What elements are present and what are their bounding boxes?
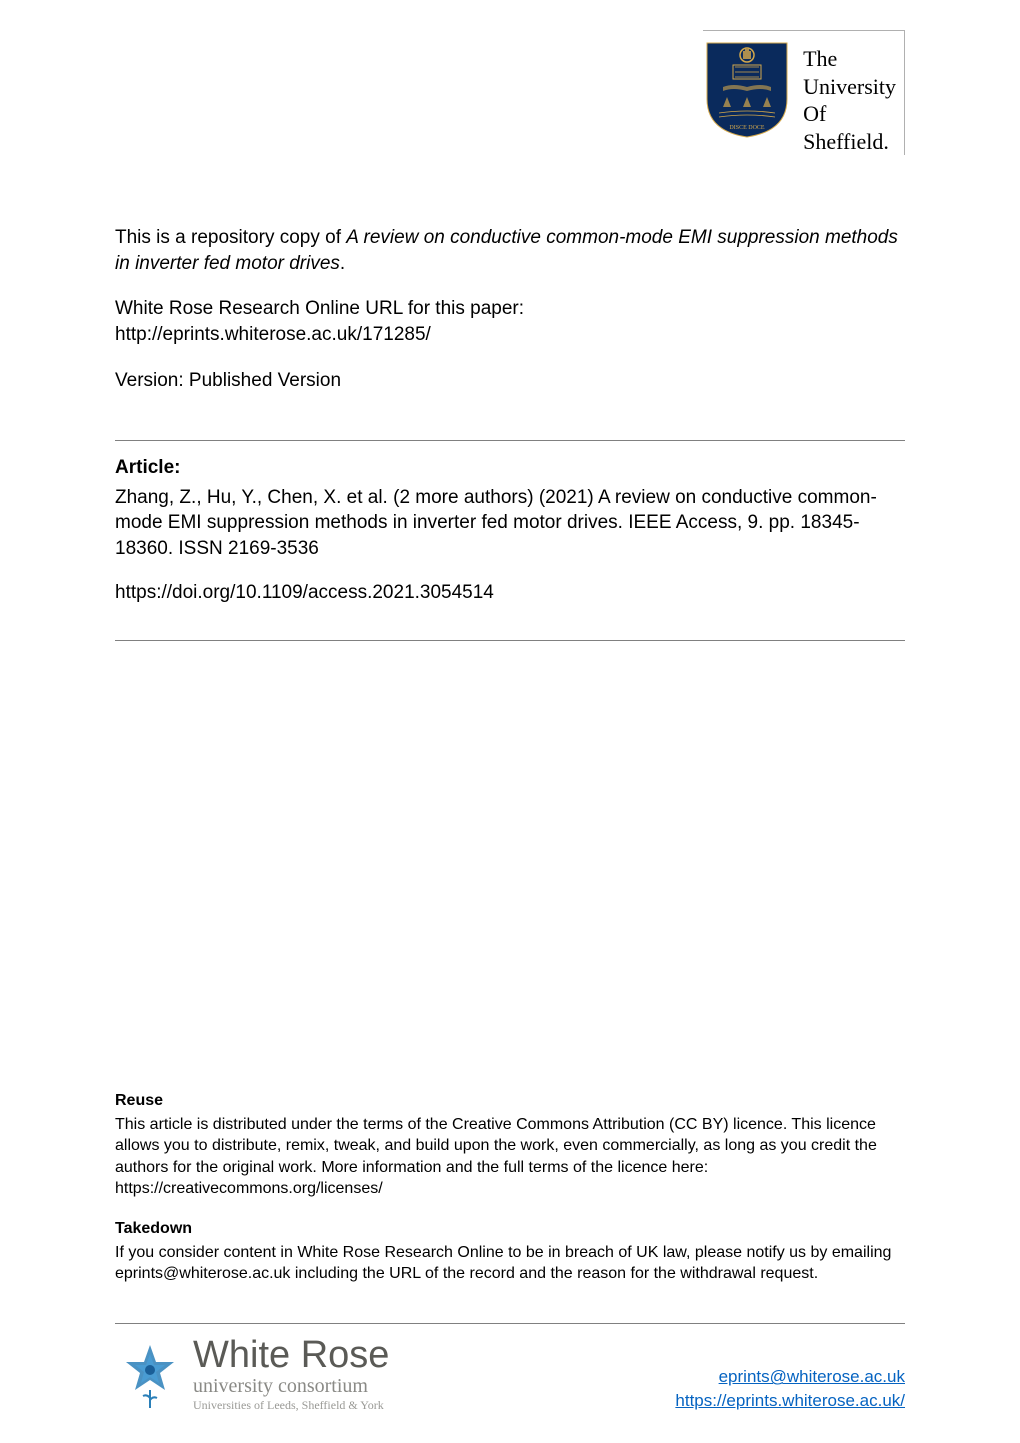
logo-line-1: The: [803, 45, 896, 73]
footer-text: White Rose university consortium Univers…: [193, 1336, 389, 1413]
article-section: Article: Zhang, Z., Hu, Y., Chen, X. et …: [115, 455, 905, 623]
footer-logo: White Rose university consortium Univers…: [115, 1336, 389, 1413]
footer-subtitle: university consortium: [193, 1374, 389, 1398]
version-label: Version: Published Version: [115, 368, 905, 394]
svg-text:DISCE DOCE: DISCE DOCE: [730, 125, 766, 131]
logo-line-4: Sheffield.: [803, 128, 896, 156]
footer-site-link[interactable]: https://eprints.whiterose.ac.uk/: [675, 1391, 905, 1410]
university-logo: DISCE DOCE The University Of Sheffield.: [703, 30, 905, 155]
url-value: http://eprints.whiterose.ac.uk/171285/: [115, 324, 431, 345]
takedown-body: If you consider content in White Rose Re…: [115, 1242, 905, 1285]
footer-brand: White Rose: [193, 1336, 389, 1374]
url-label: White Rose Research Online URL for this …: [115, 298, 524, 319]
footer-email-link[interactable]: eprints@whiterose.ac.uk: [719, 1367, 905, 1386]
rose-icon: [115, 1340, 185, 1410]
logo-line-3: Of: [803, 100, 896, 128]
copy-suffix: .: [340, 253, 345, 274]
divider-2: [115, 640, 905, 641]
footer: White Rose university consortium Univers…: [115, 1323, 905, 1413]
article-heading: Article:: [115, 455, 905, 481]
url-paragraph: White Rose Research Online URL for this …: [115, 296, 905, 347]
logo-line-2: University: [803, 73, 896, 101]
footer-tagline: Universities of Leeds, Sheffield & York: [193, 1398, 389, 1413]
crest-icon: DISCE DOCE: [703, 39, 791, 139]
repository-copy-statement: This is a repository copy of A review on…: [115, 225, 905, 276]
copy-prefix: This is a repository copy of: [115, 227, 346, 248]
article-doi: https://doi.org/10.1109/access.2021.3054…: [115, 580, 905, 606]
reuse-body: This article is distributed under the te…: [115, 1114, 905, 1200]
footer-links: eprints@whiterose.ac.uk https://eprints.…: [675, 1365, 905, 1413]
reuse-heading: Reuse: [115, 1090, 905, 1112]
divider-1: [115, 440, 905, 441]
article-citation: Zhang, Z., Hu, Y., Chen, X. et al. (2 mo…: [115, 485, 905, 562]
intro-section: This is a repository copy of A review on…: [115, 225, 905, 413]
takedown-heading: Takedown: [115, 1218, 905, 1240]
legal-section: Reuse This article is distributed under …: [115, 1090, 905, 1303]
university-logo-text: The University Of Sheffield.: [803, 39, 896, 155]
